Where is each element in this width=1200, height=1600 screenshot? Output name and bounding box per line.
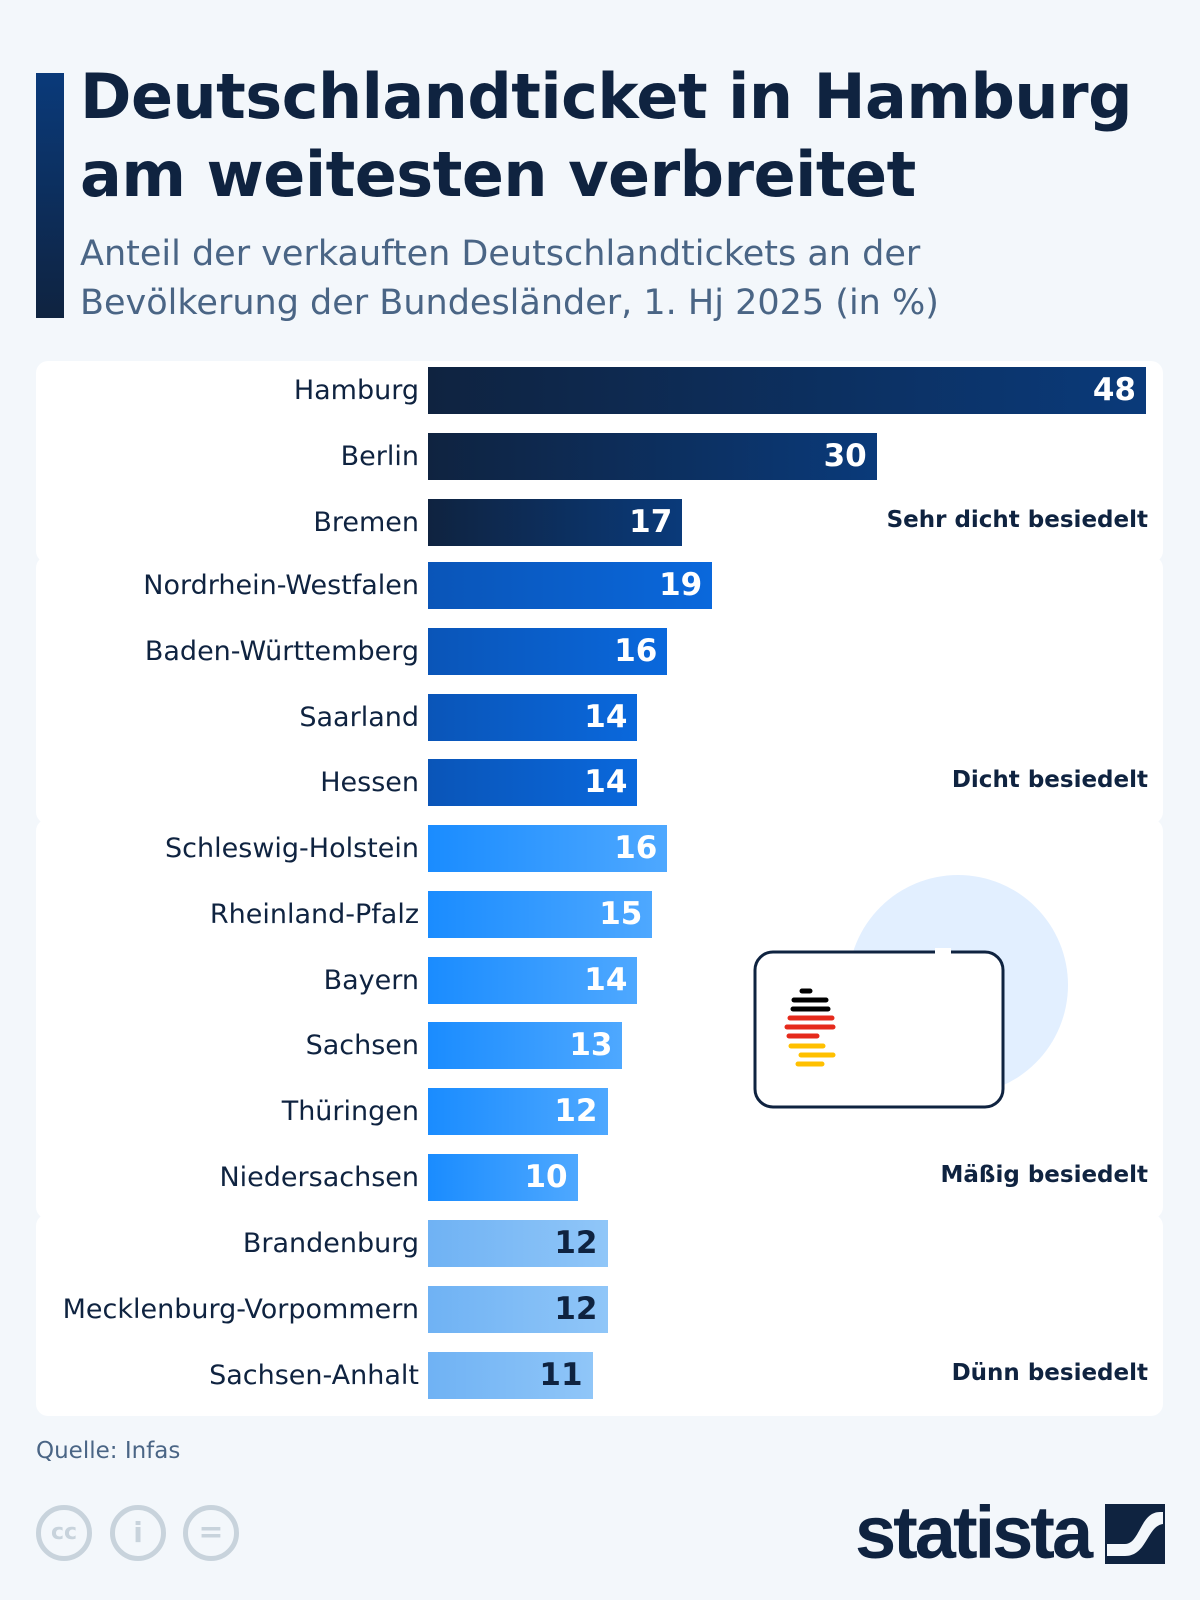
group-label: Sehr dicht besiedelt (886, 506, 1148, 533)
bar: 48 (428, 367, 1146, 414)
data-label: 19 (659, 567, 703, 603)
group-label: Dünn besiedelt (951, 1359, 1148, 1386)
data-label: 48 (1092, 372, 1136, 408)
bar: 19 (428, 562, 713, 609)
data-label: 13 (569, 1027, 613, 1064)
statista-logo-icon (1105, 1504, 1165, 1564)
category-label: Brandenburg (242, 1228, 419, 1259)
data-label: 12 (554, 1225, 598, 1261)
bar: 12 (428, 1220, 608, 1267)
bar: 10 (428, 1154, 578, 1201)
category-label: Hamburg (293, 375, 419, 406)
bar: 11 (428, 1351, 593, 1399)
category-label: Thüringen (281, 1096, 419, 1128)
bar: 12 (428, 1088, 608, 1136)
no-derivatives-icon[interactable]: = (183, 1505, 239, 1561)
category-label: Sachsen (305, 1030, 419, 1062)
data-label: 14 (584, 961, 628, 998)
cc-license-icon[interactable]: cc (36, 1505, 92, 1561)
category-label: Hessen (320, 767, 419, 799)
category-label: Bayern (323, 964, 419, 996)
source-note: Quelle: Infas (36, 1438, 181, 1464)
category-label: Niedersachsen (219, 1162, 419, 1193)
bar: 15 (428, 890, 653, 938)
category-label: Rheinland-Pfalz (209, 898, 419, 930)
category-label: Nordrhein-Westfalen (143, 570, 419, 601)
data-label: 16 (614, 830, 658, 866)
category-label: Saarland (299, 701, 419, 733)
bar: 12 (428, 1285, 608, 1333)
chart-subtitle: Anteil der verkauften Deutschlandtickets… (80, 234, 939, 323)
bar: 13 (428, 1022, 623, 1070)
bar: 16 (428, 825, 668, 872)
data-label: 14 (584, 698, 628, 735)
category-label: Berlin (340, 440, 419, 472)
data-label: 12 (554, 1290, 598, 1327)
bar: 16 (428, 627, 668, 675)
bar: 14 (428, 759, 638, 807)
chart-title: Deutschlandticket in Hamburg am weiteste… (80, 60, 1132, 211)
data-label: 12 (554, 1093, 598, 1130)
brand-name: statista (855, 1491, 1093, 1574)
category-label: Mecklenburg-Vorpommern (62, 1293, 419, 1325)
data-label: 17 (629, 503, 673, 540)
bar: 17 (428, 498, 683, 546)
data-label: 15 (599, 895, 643, 932)
category-label: Sachsen-Anhalt (209, 1359, 419, 1391)
data-label: 14 (584, 764, 628, 801)
category-label: Baden-Württemberg (144, 635, 419, 667)
attribution-icon[interactable]: i (110, 1505, 166, 1561)
data-label: 11 (539, 1356, 583, 1393)
statista-logo[interactable]: statista (855, 1490, 1093, 1575)
category-label: Schleswig-Holstein (165, 833, 419, 864)
bar: 14 (428, 956, 638, 1004)
group-label: Dicht besiedelt (951, 767, 1148, 794)
title-accent-bar (36, 73, 64, 318)
bar: 14 (428, 693, 638, 741)
data-label: 10 (524, 1159, 568, 1195)
ticket-illustration (753, 875, 1068, 1109)
group-label: Mäßig besiedelt (940, 1162, 1148, 1188)
category-label: Bremen (313, 506, 419, 538)
bar: 30 (428, 432, 877, 480)
data-label: 30 (823, 437, 867, 474)
data-label: 16 (614, 632, 658, 669)
